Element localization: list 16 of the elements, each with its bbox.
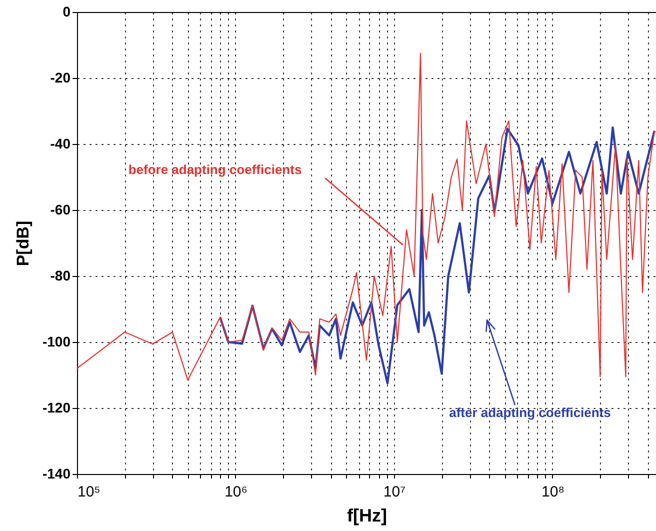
y-tick-label: -20 [50,70,71,86]
y-tick-label: -120 [42,400,71,416]
x-tick-label: 10⁶ [224,484,248,500]
x-tick-label: 10⁷ [383,484,406,500]
y-tick-label: -100 [42,334,71,350]
y-tick-label: 0 [62,4,71,20]
y-tick-label: -80 [50,268,71,284]
x-tick-label: 10⁵ [78,484,100,500]
y-tick-label: -140 [42,466,71,482]
annotation: after adapting coefficients [449,405,611,420]
y-tick-label: -60 [50,202,71,218]
x-tick-label: 10⁸ [541,484,564,500]
y-tick-label: -40 [50,136,71,152]
annotation: before adapting coefficients [128,162,302,177]
x-axis-title: f[Hz] [347,506,387,526]
y-axis-title: P[dB] [13,220,32,266]
